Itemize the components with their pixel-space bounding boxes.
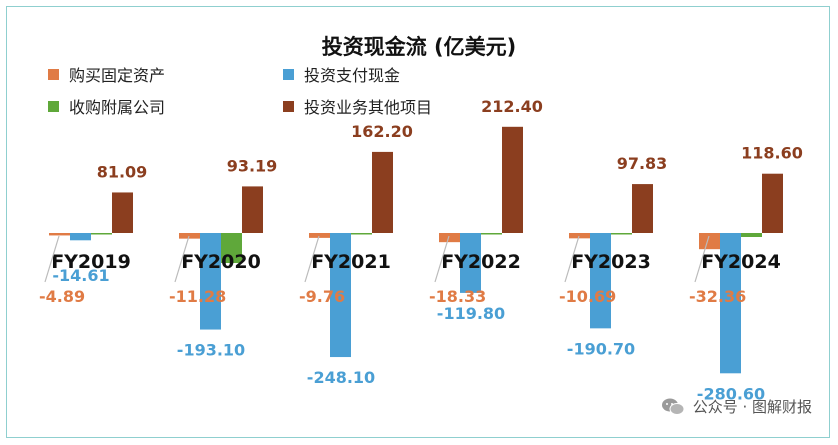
bar <box>439 233 460 243</box>
leader-line <box>44 235 60 283</box>
leader-line <box>434 235 450 283</box>
bar <box>49 233 70 236</box>
bar <box>611 233 632 235</box>
data-label: -248.10 <box>307 368 375 387</box>
bar <box>221 233 242 263</box>
data-label: -280.60 <box>697 384 765 403</box>
bar <box>590 233 611 329</box>
legend-label: 收购附属公司 <box>69 98 166 117</box>
chart-frame <box>6 6 830 438</box>
data-label: 97.83 <box>617 154 668 173</box>
legend-item-purchase-fixed-assets: 购买固定资产 <box>48 62 165 86</box>
legend-label: 投资业务其他项目 <box>304 98 433 117</box>
category-label: FY2021 <box>311 251 391 273</box>
data-label: -9.76 <box>299 287 345 306</box>
data-label: 81.09 <box>97 162 148 181</box>
legend-item-other-investment: 投资业务其他项目 <box>283 94 432 118</box>
legend-swatch <box>283 100 294 112</box>
leader-line <box>304 235 320 283</box>
bar <box>699 233 720 250</box>
legend-item-investment-payments: 投资支付现金 <box>283 62 400 86</box>
data-label: 162.20 <box>351 122 413 141</box>
data-label: 212.40 <box>481 97 543 116</box>
bar <box>242 186 263 233</box>
chart-title: 投资现金流 (亿美元) <box>321 35 517 59</box>
leader-line <box>564 235 580 283</box>
bar <box>351 233 372 235</box>
category-label: FY2020 <box>181 251 261 273</box>
bar <box>762 173 783 233</box>
data-label: -11.28 <box>169 287 226 306</box>
legend-item-acquire-subsidiaries: 收购附属公司 <box>48 94 165 118</box>
legend-swatch <box>48 100 59 112</box>
bar <box>112 192 133 233</box>
category-label: FY2022 <box>441 251 521 273</box>
data-label: -10.69 <box>559 287 616 306</box>
data-label: -14.61 <box>52 266 109 285</box>
watermark-text: 公众号 · 图解财报 <box>692 398 812 416</box>
bar <box>741 233 762 237</box>
data-label: -190.70 <box>567 339 635 358</box>
watermark: 公众号 · 图解财报 <box>661 396 812 417</box>
legend-swatch <box>48 68 59 80</box>
bar <box>200 233 221 330</box>
data-label: -32.36 <box>689 287 746 306</box>
legend-swatch <box>283 68 294 80</box>
bar <box>91 233 112 235</box>
bar <box>70 233 91 241</box>
data-label: -18.33 <box>429 287 486 306</box>
data-label: -193.10 <box>177 341 245 360</box>
data-label: 118.60 <box>741 144 803 163</box>
data-label: -119.80 <box>437 304 505 323</box>
data-label: 93.19 <box>227 156 278 175</box>
bar <box>372 151 393 233</box>
legend-label: 投资支付现金 <box>304 66 401 85</box>
bar <box>502 126 523 233</box>
leader-line <box>694 235 710 283</box>
wechat-icon <box>661 398 685 415</box>
leader-line <box>174 235 190 283</box>
bar <box>569 233 590 239</box>
bar <box>330 233 351 358</box>
data-label: -4.89 <box>39 287 85 306</box>
bar <box>720 233 741 374</box>
bar <box>309 233 330 238</box>
category-label: FY2024 <box>701 251 781 273</box>
legend-label: 购买固定资产 <box>69 66 166 85</box>
category-label: FY2023 <box>571 251 651 273</box>
bar <box>632 184 653 233</box>
bar <box>179 233 200 239</box>
bar <box>460 233 481 293</box>
category-label: FY2019 <box>51 251 131 273</box>
bar <box>481 233 502 235</box>
